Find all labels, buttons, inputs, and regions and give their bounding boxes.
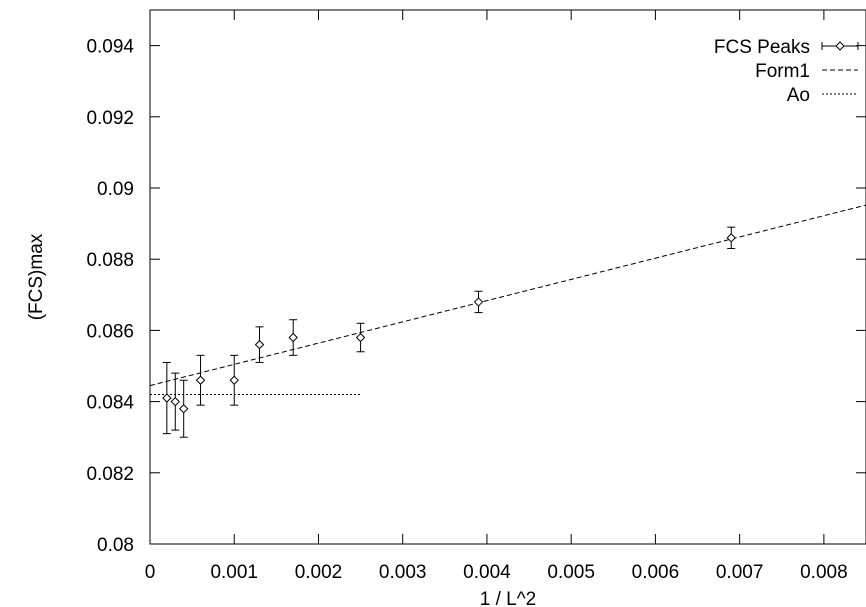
legend-sample-marker bbox=[835, 41, 845, 51]
x-tick-label: 0.005 bbox=[547, 562, 595, 583]
x-axis-title: 1 / L^2 bbox=[480, 589, 536, 607]
data-point bbox=[195, 375, 206, 385]
data-point bbox=[726, 233, 736, 243]
x-tick-label: 0.003 bbox=[379, 562, 427, 583]
x-tick-label: 0.008 bbox=[800, 562, 848, 583]
legend: FCS Peaks Form1 Ao bbox=[714, 37, 859, 106]
data-point bbox=[254, 339, 265, 350]
data-point bbox=[229, 375, 239, 385]
x-tick-label: 0.002 bbox=[295, 562, 343, 583]
plot-frame bbox=[149, 9, 866, 545]
x-tick-label: 0.006 bbox=[632, 562, 680, 583]
legend-label: Form1 bbox=[755, 61, 810, 82]
x-tick-label: 0.004 bbox=[463, 562, 511, 583]
data-point bbox=[178, 404, 189, 414]
y-axis-title: (FCS)max bbox=[26, 233, 47, 320]
data-point bbox=[355, 332, 366, 343]
x-axis: 0 0.001 0.002 0.003 0.004 0.005 0.006 0.007 0.00… bbox=[145, 10, 848, 583]
y-tick-label: 0.09 bbox=[97, 179, 134, 200]
y-tick-label: 0.084 bbox=[86, 393, 134, 414]
data-point bbox=[288, 332, 298, 343]
y-tick-label: 0.086 bbox=[86, 321, 134, 342]
x-tick-label: 0.007 bbox=[716, 562, 764, 583]
y-tick-label: 0.08 bbox=[97, 535, 134, 556]
legend-label: Ao bbox=[787, 85, 810, 106]
y-tick-label: 0.092 bbox=[86, 108, 134, 129]
x-tick-label: 0.001 bbox=[210, 562, 258, 583]
legend-label: FCS Peaks bbox=[714, 37, 810, 58]
data-point bbox=[473, 297, 484, 307]
y-tick-label: 0.088 bbox=[86, 250, 134, 271]
y-tick-label: 0.082 bbox=[86, 464, 134, 485]
data-point bbox=[162, 393, 172, 403]
series-line-form1 bbox=[149, 204, 866, 387]
x-tick-label: 0 bbox=[145, 562, 156, 583]
y-axis: 0.08 0.082 0.084 0.086 0.088 0.09 0.092 0.094 bbox=[86, 37, 866, 556]
data-point bbox=[170, 396, 180, 407]
series-layer bbox=[149, 204, 866, 438]
y-tick-label: 0.094 bbox=[86, 37, 134, 58]
